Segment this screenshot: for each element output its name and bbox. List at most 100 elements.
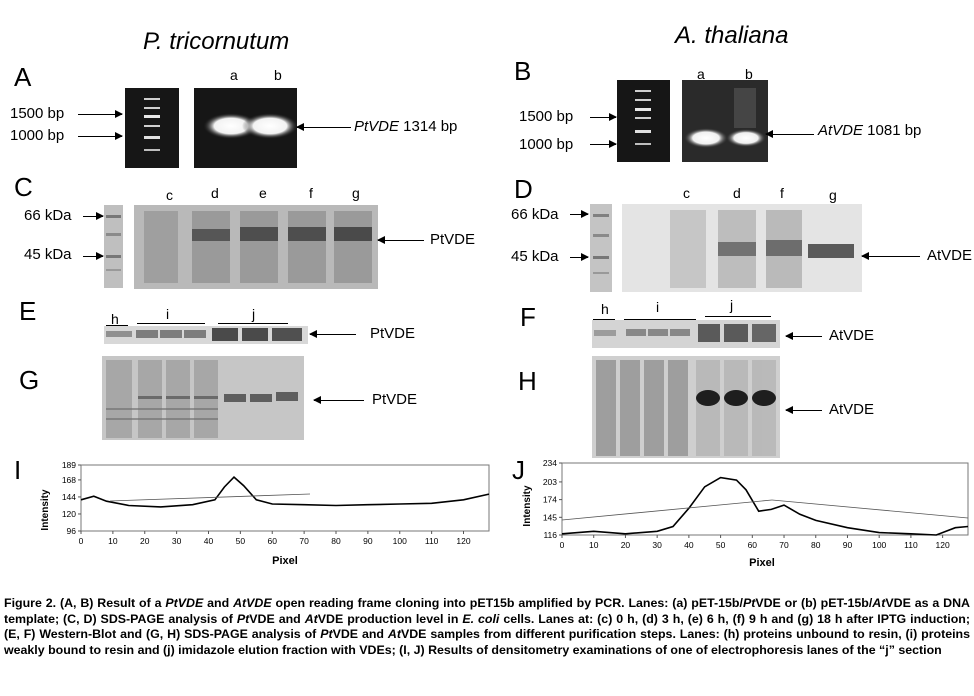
i-ytick-label: 96 [67, 526, 77, 536]
densitometry-plot-i: 189 168 144 120 96 0 10 20 30 40 50 60 70 80 90 100 110… [40, 460, 490, 567]
arrow-atvde-h [785, 406, 822, 414]
ptvde-pcr-size: 1314 bp [399, 118, 458, 135]
j-ytick-label: 116 [543, 530, 557, 540]
atvde-d-label: AtVDE [927, 247, 973, 264]
atvde-pcr-size: 1081 bp [863, 122, 922, 139]
arrow-atvde-pcr [765, 130, 814, 138]
gel-pcr-atvde [682, 80, 768, 162]
caption-part: VDE samples from different purification … [4, 627, 971, 657]
caption-part: VDE and [249, 611, 305, 626]
plot-i-xlabel: Pixel [272, 555, 298, 567]
ptvde-pcr-gene: PtVDE [354, 118, 400, 135]
plot-j-frame [561, 462, 969, 536]
panel-b-label: B [514, 56, 532, 86]
arrow-1000-a [78, 132, 123, 140]
plot-j-ylabel: Intensity [522, 485, 533, 527]
j-xtick-label: 80 [811, 540, 821, 550]
lane-f-label: f [309, 185, 313, 201]
j-xtick-label: 10 [589, 540, 599, 550]
i-xtick-label: 70 [299, 536, 309, 546]
plot-j-xlabel: Pixel [749, 557, 775, 569]
lane-c-label: c [166, 187, 173, 203]
j-xtick-label: 100 [872, 540, 886, 550]
caption-italic: At [872, 596, 886, 610]
i-ytick-label: 189 [62, 460, 76, 470]
i-xtick-label: 30 [172, 536, 182, 546]
caption-part: and [203, 596, 234, 610]
j-xtick-label: 20 [621, 540, 631, 550]
arrow-ptvde-e [309, 330, 356, 338]
caption-italic: Pt [742, 596, 756, 610]
j-xtick-label: 60 [748, 540, 758, 550]
gel-sds-atvde-d [622, 204, 862, 292]
i-xtick-label: 50 [236, 536, 246, 546]
arrow-1500-a [78, 110, 123, 118]
panel-e-label: E [19, 296, 37, 326]
caption-part: VDE production level in [317, 611, 463, 626]
panel-d-label: D [514, 174, 533, 204]
caption-italic: At [387, 627, 401, 642]
bracket-i-e [137, 323, 205, 324]
arrow-ptvde-pcr [296, 123, 351, 131]
j-xtick-label: 110 [904, 540, 918, 550]
plot-j-baseline-1 [561, 499, 773, 521]
lane-g-label-d: g [829, 187, 837, 203]
plot-j-baseline-2 [771, 499, 969, 519]
j-xtick-label: 70 [779, 540, 789, 550]
lane-e-label: e [259, 185, 267, 201]
i-xtick-label: 60 [268, 536, 278, 546]
lane-i-label-e: i [166, 306, 170, 322]
lane-h-label-f: h [601, 301, 609, 317]
marker-45kda-c: 45 kDa [24, 246, 72, 263]
lane-h-label-e: h [111, 311, 119, 327]
gel-marker-d [590, 204, 612, 292]
arrow-66-c [83, 212, 104, 220]
marker-45kda-d: 45 kDa [511, 248, 559, 265]
i-xtick-label: 100 [393, 536, 407, 546]
gel-sds-ptvde-c [134, 205, 378, 289]
western-blot-ptvde [104, 326, 308, 344]
marker-1000bp-a: 1000 bp [10, 127, 65, 144]
plot-i-ylabel: Intensity [40, 489, 51, 531]
arrow-1500-b [590, 113, 617, 121]
bracket-h-f [593, 319, 615, 320]
ptvde-c-label: PtVDE [430, 231, 476, 248]
marker-1500bp-a: 1500 bp [10, 105, 65, 122]
arrow-66-d [570, 210, 589, 218]
j-ytick-label: 145 [543, 512, 557, 522]
western-blot-atvde [592, 320, 780, 348]
marker-66kda-c: 66 kDa [24, 207, 72, 224]
lane-d-label: d [211, 185, 219, 201]
panel-a-label: A [14, 62, 32, 92]
title-right: A. thaliana [675, 22, 789, 49]
caption-part: Figure 2. (A, B) Result of a [4, 596, 166, 610]
lane-c-label-d: c [683, 185, 690, 201]
caption-italic: Pt [236, 611, 250, 626]
ptvde-pcr-label: PtVDE 1314 bp [354, 118, 457, 135]
caption-part: open reading frame cloning into pET15b a… [271, 596, 743, 610]
densitometry-plot-j: 234 203 174 145 116 0 10 20 30 40 50 60 70 80 90 100 11… [522, 458, 969, 569]
gel-ladder-b [617, 80, 670, 162]
caption-italic: At [304, 611, 318, 626]
lane-g-label: g [352, 185, 360, 201]
lane-a-label-b: a [697, 66, 705, 82]
panel-j-label: J [512, 455, 525, 485]
marker-1000bp-b: 1000 bp [519, 136, 574, 153]
j-xtick-label: 30 [652, 540, 662, 550]
i-xtick-label: 40 [204, 536, 214, 546]
bracket-j-e [218, 323, 288, 324]
j-xtick-label: 0 [560, 540, 565, 550]
atvde-pcr-gene: AtVDE [818, 122, 864, 139]
panel-h-label: H [518, 366, 537, 396]
plot-i-curve [80, 475, 490, 508]
caption-italic: Pt [320, 627, 333, 642]
arrow-ptvde-g [313, 396, 364, 404]
lane-b-label: b [274, 67, 282, 83]
plot-i-baseline [109, 493, 311, 502]
lane-a-label: a [230, 67, 238, 83]
i-ytick-label: 144 [62, 492, 76, 502]
atvde-f-label: AtVDE [829, 327, 875, 344]
panel-f-label: F [520, 302, 536, 332]
panel-c-label: C [14, 172, 33, 202]
gel-purification-atvde [592, 356, 780, 458]
